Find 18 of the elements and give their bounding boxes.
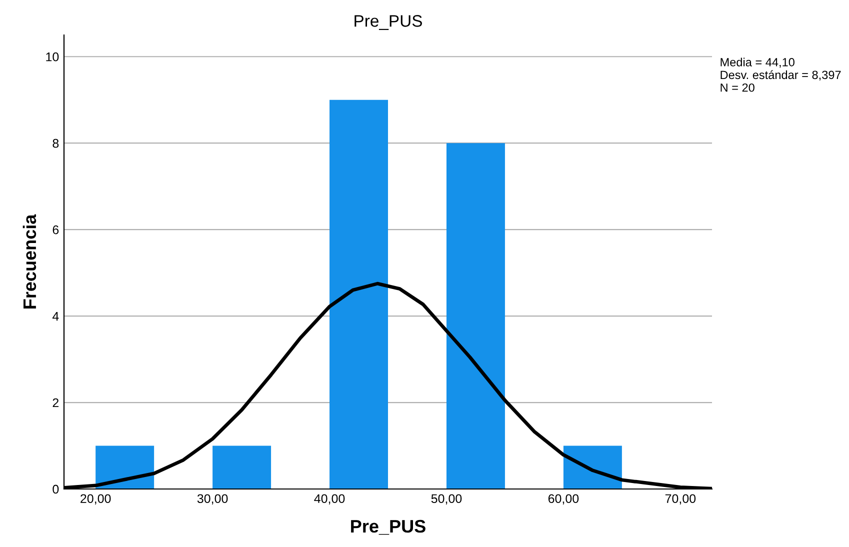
y-tick-label: 0	[52, 484, 59, 494]
x-tick-label: 60,00	[548, 494, 579, 505]
x-tick-label: 30,00	[197, 494, 228, 505]
x-axis-title: Pre_PUS	[351, 520, 426, 535]
x-tick-label: 50,00	[431, 494, 462, 505]
text: N = 20	[720, 83, 754, 92]
y-tick-label: 2	[52, 398, 59, 408]
y-tick-label: 10	[46, 52, 59, 62]
text: Desv. estándar = 8,397	[720, 70, 841, 80]
x-tick-label: 70,00	[665, 494, 696, 505]
chart-title: Pre_PUS	[354, 15, 422, 30]
y-tick-label: 4	[52, 312, 59, 321]
y-axis-title: Frecuencia	[22, 214, 36, 308]
text: Media = 44,10	[720, 58, 794, 68]
y-tick-label: 6	[52, 225, 59, 234]
x-tick-label: 20,00	[80, 494, 111, 505]
x-tick-label: 40,00	[314, 494, 345, 505]
y-tick-label: 8	[52, 138, 59, 148]
